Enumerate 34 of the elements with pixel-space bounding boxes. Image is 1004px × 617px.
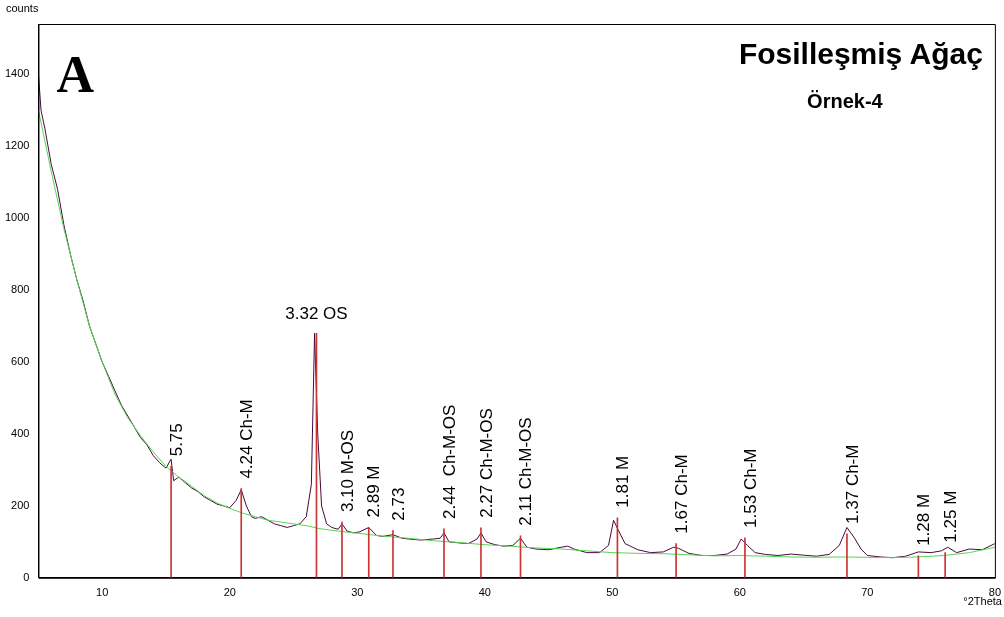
x-tick-label: 70 [861, 586, 874, 599]
annotation: 5.75 [166, 423, 186, 457]
annotation: 2.44 Ch-M-OS [439, 404, 459, 519]
annotation: 2.11 Ch-M-OS [516, 417, 536, 526]
y-axis-title: counts [6, 1, 39, 14]
x-tick-label: 60 [733, 586, 746, 599]
text: Örnek-4 [807, 90, 884, 112]
annotation: 2.73 [388, 487, 408, 521]
x-tick-label: 30 [351, 586, 364, 599]
annotation: 3.32 OS [285, 304, 348, 324]
y-tick-label: 600 [11, 355, 30, 368]
annotation: 3.10 M-OS [337, 429, 357, 513]
y-tick-label: 400 [11, 426, 30, 439]
annotation: 2.89 M [364, 465, 384, 518]
annotation: 1.28 M [914, 493, 934, 546]
annotation: 1.81 M [613, 455, 633, 508]
x-tick-label: 10 [96, 586, 109, 599]
y-tick-label: 1400 [4, 67, 30, 80]
y-tick-label: 800 [11, 283, 30, 296]
annotation: 1.25 M [940, 490, 960, 543]
y-tick-label: 1000 [4, 211, 30, 224]
annotation: 2.27 Ch-M-OS [476, 408, 496, 518]
y-tick-label: 0 [23, 570, 30, 583]
annotation: 1.67 Ch-M [671, 454, 691, 534]
y-tick-label: 200 [11, 498, 30, 511]
x-tick-label: 40 [478, 586, 491, 599]
annotation: A [56, 46, 95, 103]
x-tick-label: 20 [223, 586, 236, 599]
annotation: 1.53 Ch-M [740, 448, 760, 528]
annotation: 4.24 Ch-M [236, 399, 256, 479]
y-tick-label: 1200 [4, 139, 30, 152]
chart-title: Fosilleşmiş Ağaç [738, 37, 983, 70]
annotation: 1.37 Ch-M [842, 444, 862, 524]
x-tick-label: 50 [606, 586, 619, 599]
